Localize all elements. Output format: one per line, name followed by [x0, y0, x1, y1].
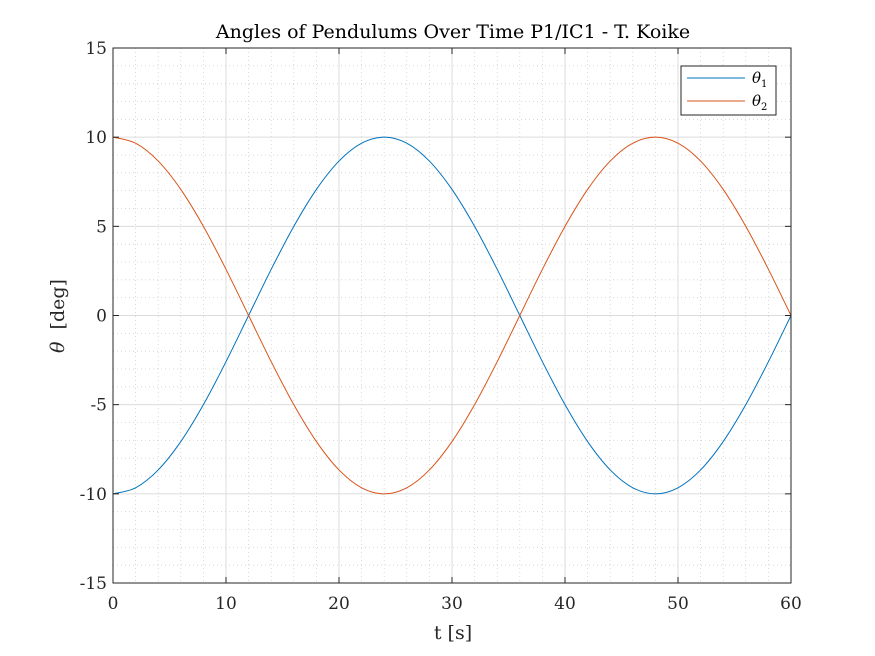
series-line-theta2 [112, 136, 792, 495]
x-tick-label: 30 [441, 594, 463, 614]
x-tick-label: 60 [780, 594, 802, 614]
y-tick-labels: 15 10 5 0 -5 -10 -15 [80, 39, 107, 594]
y-tick-label: -5 [90, 396, 107, 416]
series-line-theta1 [112, 136, 792, 495]
x-tick-label: 10 [215, 594, 237, 614]
major-grid [113, 48, 791, 583]
y-tick-label: 15 [85, 39, 107, 59]
axis-ticks [112, 47, 792, 584]
y-axis-unit: [deg] [47, 279, 69, 329]
y-tick-label: -15 [80, 574, 107, 594]
x-tick-label: 40 [554, 594, 576, 614]
chart-title: Angles of Pendulums Over Time P1/IC1 - T… [215, 21, 690, 43]
x-tick-labels: 0 10 20 30 40 50 60 [108, 594, 802, 614]
legend: θ1 θ2 [680, 65, 777, 116]
y-axis-symbol: θ [47, 341, 69, 353]
y-tick-label: 10 [85, 128, 107, 148]
y-axis-label: θ [deg] [47, 279, 69, 353]
x-tick-label: 0 [108, 594, 119, 614]
svg-text:θ [deg]: θ [deg] [47, 279, 69, 353]
y-tick-label: 0 [96, 307, 107, 327]
series-layer [112, 136, 792, 495]
x-tick-label: 20 [328, 594, 350, 614]
x-tick-label: 50 [667, 594, 689, 614]
y-tick-label: -10 [80, 485, 107, 505]
legend-box [680, 65, 777, 116]
x-axis-label: t [s] [434, 622, 472, 644]
y-tick-label: 5 [96, 217, 107, 237]
